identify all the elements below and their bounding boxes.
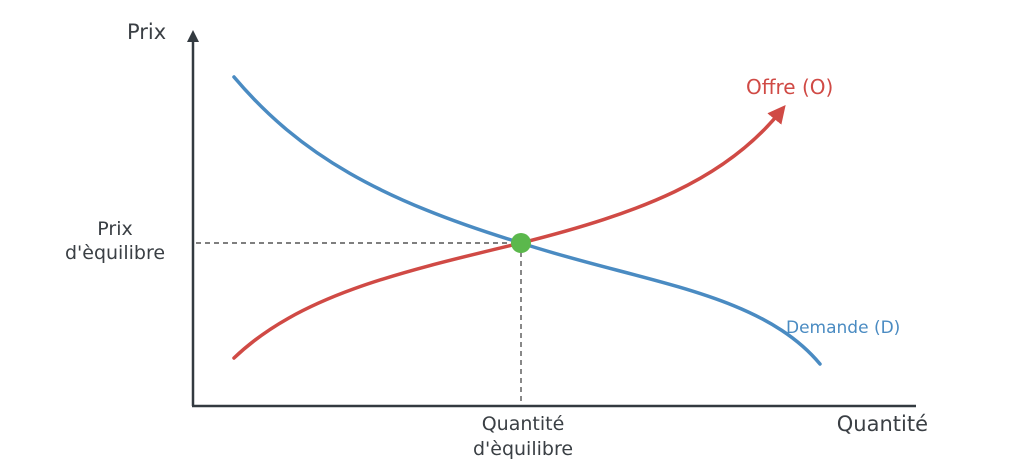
supply-curve [232,105,786,360]
equilibrium-quantity-label-line2: d'èquilibre [473,438,573,460]
equilibrium-point [511,233,531,253]
equilibrium-price-label-line2: d'èquilibre [65,242,165,264]
equilibrium-price-label-line1: Prix [97,218,132,240]
equilibrium-quantity-label-line1: Quantité [482,413,565,435]
x-axis-label: Quantité [837,412,928,436]
supply-label: Offre (O) [746,75,833,99]
demand-curve [232,75,822,366]
y-axis-label: Prix [127,20,166,44]
demand-label: Demande (D) [786,318,900,338]
